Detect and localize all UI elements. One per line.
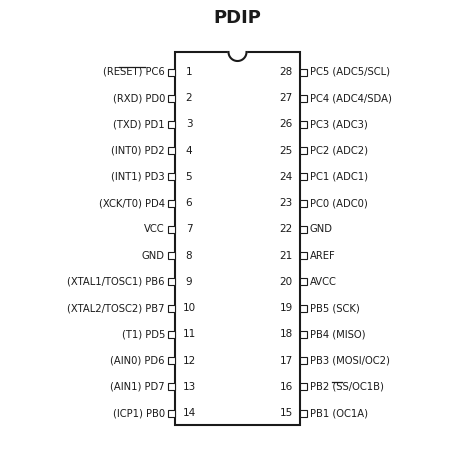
Bar [168, 173, 175, 180]
Text: (AIN1) PD7: (AIN1) PD7 [110, 382, 165, 392]
Bar [168, 200, 175, 207]
Text: 7: 7 [186, 224, 192, 234]
Bar [168, 357, 175, 364]
Text: 26: 26 [279, 119, 292, 129]
Bar [300, 252, 307, 259]
Text: VCC: VCC [145, 224, 165, 234]
Text: 25: 25 [279, 145, 292, 156]
Text: 6: 6 [186, 198, 192, 208]
Bar [168, 331, 175, 338]
Text: 23: 23 [279, 198, 292, 208]
Bar [300, 200, 307, 207]
Text: 1: 1 [186, 67, 192, 77]
Bar [300, 278, 307, 286]
Text: 15: 15 [279, 408, 292, 418]
Text: PC3 (ADC3): PC3 (ADC3) [310, 119, 368, 129]
Bar [168, 226, 175, 233]
Text: (XTAL2/TOSC2) PB7: (XTAL2/TOSC2) PB7 [67, 303, 165, 313]
Bar [300, 304, 307, 312]
Text: 16: 16 [279, 382, 292, 392]
Text: 17: 17 [279, 356, 292, 365]
Text: 27: 27 [279, 93, 292, 103]
Bar [168, 409, 175, 417]
Text: (TXD) PD1: (TXD) PD1 [113, 119, 165, 129]
Text: GND: GND [142, 251, 165, 260]
Bar [168, 69, 175, 75]
Text: (INT1) PD3: (INT1) PD3 [111, 172, 165, 182]
Bar [300, 383, 307, 390]
Text: 8: 8 [186, 251, 192, 260]
Bar [300, 409, 307, 417]
Bar [300, 226, 307, 233]
Text: PB3 (MOSI/OC2): PB3 (MOSI/OC2) [310, 356, 390, 365]
Text: 12: 12 [182, 356, 196, 365]
Text: 24: 24 [279, 172, 292, 182]
Bar [300, 95, 307, 102]
Bar [168, 304, 175, 312]
Text: (XTAL1/TOSC1) PB6: (XTAL1/TOSC1) PB6 [67, 277, 165, 287]
Text: PC5 (ADC5/SCL): PC5 (ADC5/SCL) [310, 67, 390, 77]
Text: 4: 4 [186, 145, 192, 156]
Text: 18: 18 [279, 329, 292, 339]
Bar [175, 52, 300, 425]
Text: 5: 5 [186, 172, 192, 182]
Text: PB5 (SCK): PB5 (SCK) [310, 303, 360, 313]
Text: 19: 19 [279, 303, 292, 313]
Text: 20: 20 [280, 277, 292, 287]
Text: 21: 21 [279, 251, 292, 260]
Text: 14: 14 [182, 408, 196, 418]
Text: 2: 2 [186, 93, 192, 103]
Text: (RESET) PC6: (RESET) PC6 [103, 67, 165, 77]
Bar [168, 147, 175, 154]
Bar [168, 278, 175, 286]
Bar [300, 69, 307, 75]
Bar [300, 121, 307, 128]
Text: (T1) PD5: (T1) PD5 [122, 329, 165, 339]
Bar [168, 95, 175, 102]
Text: AREF: AREF [310, 251, 336, 260]
Text: PB2 (SS/OC1B): PB2 (SS/OC1B) [310, 382, 384, 392]
Text: PB4 (MISO): PB4 (MISO) [310, 329, 365, 339]
Text: GND: GND [310, 224, 333, 234]
Bar [300, 331, 307, 338]
Bar [300, 147, 307, 154]
Text: (XCK/T0) PD4: (XCK/T0) PD4 [99, 198, 165, 208]
Text: AVCC: AVCC [310, 277, 337, 287]
Bar [300, 173, 307, 180]
Bar [300, 357, 307, 364]
Bar [168, 383, 175, 390]
Text: 10: 10 [182, 303, 196, 313]
Text: PC2 (ADC2): PC2 (ADC2) [310, 145, 368, 156]
Text: (RXD) PD0: (RXD) PD0 [113, 93, 165, 103]
Text: PC4 (ADC4/SDA): PC4 (ADC4/SDA) [310, 93, 392, 103]
Text: 22: 22 [279, 224, 292, 234]
Text: 3: 3 [186, 119, 192, 129]
Bar [168, 252, 175, 259]
Text: (INT0) PD2: (INT0) PD2 [111, 145, 165, 156]
Text: (AIN0) PD6: (AIN0) PD6 [110, 356, 165, 365]
Bar [168, 121, 175, 128]
Text: PC1 (ADC1): PC1 (ADC1) [310, 172, 368, 182]
Text: PDIP: PDIP [213, 9, 261, 27]
Text: PC0 (ADC0): PC0 (ADC0) [310, 198, 368, 208]
Text: (ICP1) PB0: (ICP1) PB0 [113, 408, 165, 418]
Text: PB1 (OC1A): PB1 (OC1A) [310, 408, 368, 418]
Text: 9: 9 [186, 277, 192, 287]
Text: 28: 28 [279, 67, 292, 77]
Text: 13: 13 [182, 382, 196, 392]
Text: 11: 11 [182, 329, 196, 339]
